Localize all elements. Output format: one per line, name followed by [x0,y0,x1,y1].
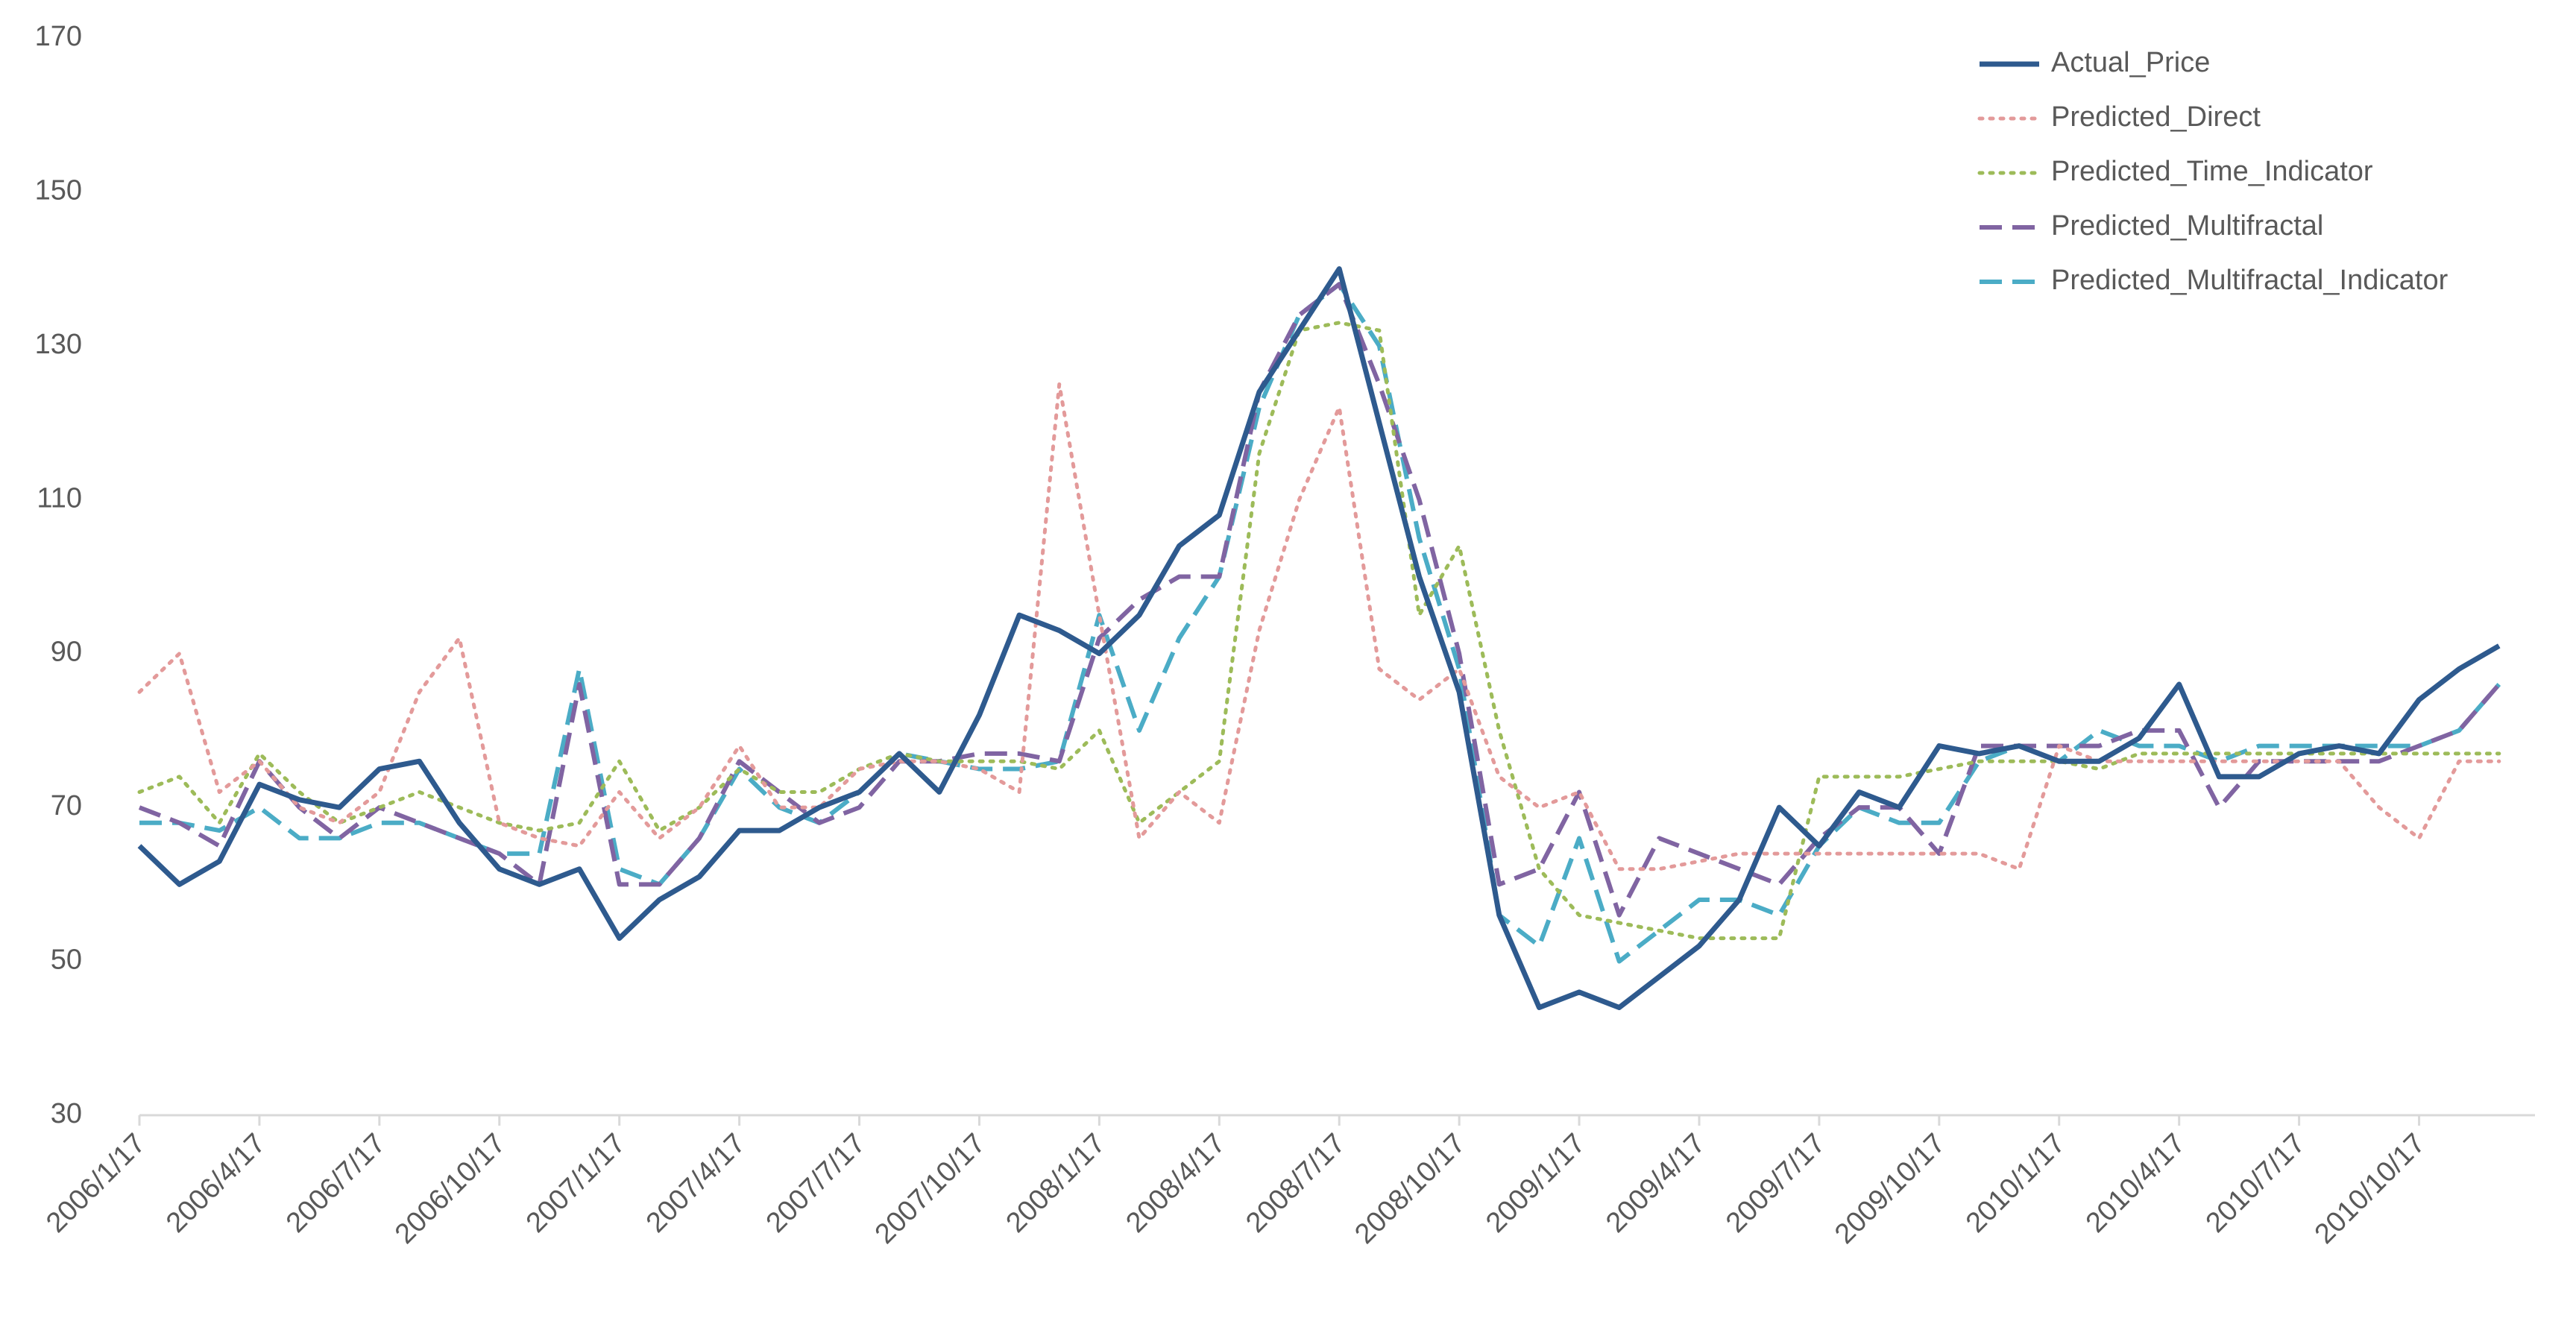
x-tick-label: 2007/4/17 [640,1128,752,1239]
x-tick-label: 2009/7/17 [1720,1128,1831,1239]
x-tick-label: 2006/10/17 [389,1128,511,1250]
x-tick-label: 2006/4/17 [160,1128,271,1239]
x-tick-label: 2009/4/17 [1600,1128,1711,1239]
y-tick-label: 110 [37,482,82,514]
y-tick-label: 30 [51,1098,82,1129]
x-tick-label: 2010/4/17 [2080,1128,2191,1239]
x-tick-label: 2007/1/17 [520,1128,632,1239]
series-line [138,282,2501,918]
x-tick-label: 2010/1/17 [1960,1128,2071,1239]
x-tick-label: 2007/7/17 [760,1128,872,1239]
x-tick-label: 2008/4/17 [1120,1128,1231,1239]
x-tick-label: 2009/1/17 [1480,1128,1591,1239]
y-tick-label: 70 [51,790,82,822]
legend-label: Predicted_Time_Indicator [2051,156,2373,187]
x-tick-label: 2010/7/17 [2200,1128,2311,1239]
x-tick-label: 2008/7/17 [1240,1128,1351,1239]
x-tick-label: 2009/10/17 [1829,1128,1951,1250]
series-line [137,266,2501,1010]
series-line [137,382,2501,871]
legend-label: Predicted_Multifractal [2051,210,2323,242]
y-tick-label: 90 [51,637,82,668]
legend-label: Predicted_Direct [2051,101,2261,133]
legend-label: Actual_Price [2051,47,2210,78]
y-tick-label: 170 [35,21,82,52]
x-tick-label: 2010/10/17 [2309,1128,2431,1250]
x-tick-label: 2008/1/17 [1000,1128,1111,1239]
series-line [137,321,2501,941]
y-tick-label: 150 [35,174,82,206]
x-tick-label: 2007/10/17 [869,1128,992,1250]
y-tick-label: 130 [35,329,82,360]
y-tick-label: 50 [51,945,82,976]
x-tick-label: 2006/7/17 [280,1128,391,1239]
x-tick-label: 2008/10/17 [1349,1128,1471,1250]
x-tick-label: 2006/1/17 [40,1128,151,1239]
legend-label: Predicted_Multifractal_Indicator [2051,265,2449,296]
